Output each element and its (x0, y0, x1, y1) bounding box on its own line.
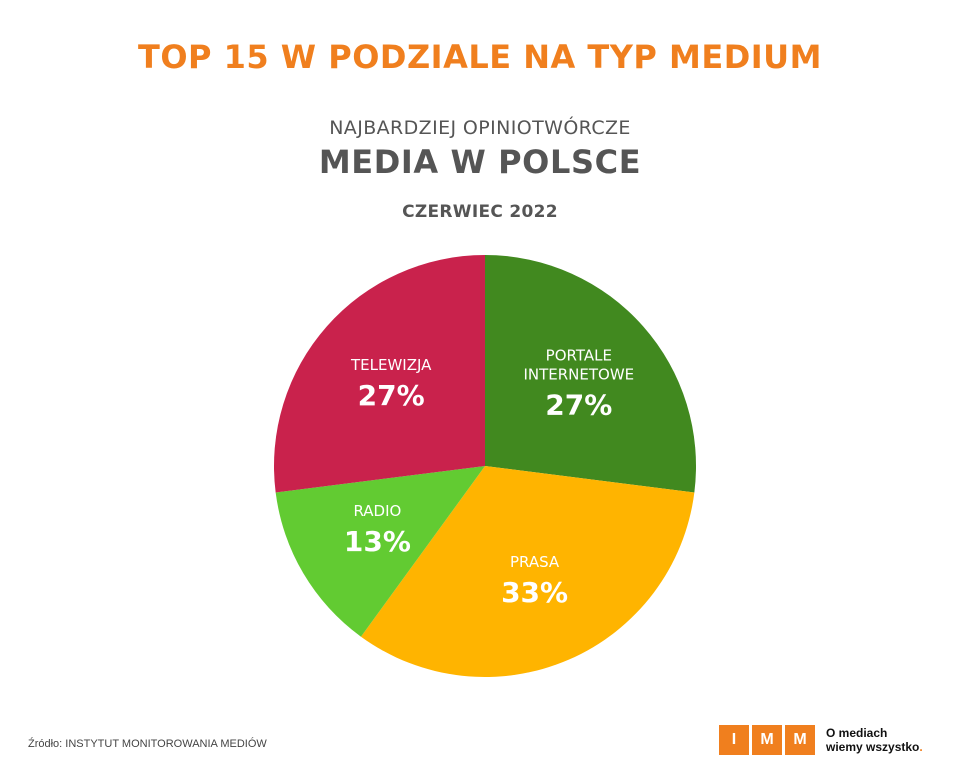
logo-letter-i: I (719, 725, 749, 755)
chart-date: CZERWIEC 2022 (402, 202, 558, 222)
logo-tagline-line1: O mediach (826, 726, 888, 740)
slice-label-portale-internetowe-line1: PORTALE (546, 346, 612, 364)
pie-slice-prasa (360, 466, 695, 677)
slice-label-prasa-line1: PRASA (510, 553, 560, 571)
logo-tagline: O mediach wiemy wszystko. (826, 726, 923, 754)
slice-label-portale-internetowe-line2: INTERNETOWE (523, 365, 634, 383)
slice-value-portale-internetowe: 27% (545, 388, 612, 421)
logo-letter-m2: M (785, 725, 815, 755)
chart-title: MEDIA W POLSCE (318, 143, 642, 181)
source-note: Źródło: INSTYTUT MONITOROWANIA MEDIÓW (28, 738, 267, 750)
pie-slice-radio (275, 466, 485, 637)
logo-letter-m1: M (752, 725, 782, 755)
logo-tagline-line2: wiemy wszystko. (826, 740, 923, 754)
pie-slice-telewizja (273, 254, 485, 493)
slice-label-telewizja-line1: TELEWIZJA (350, 356, 432, 374)
page-headline: TOP 15 W PODZIALE NA TYP MEDIUM (138, 38, 822, 76)
logo-tagline-text: wiemy wszystko (826, 740, 920, 754)
slice-value-telewizja: 27% (358, 379, 425, 412)
chart-subtitle: NAJBARDZIEJ OPINIOTWÓRCZE (329, 117, 631, 139)
slice-label-radio-line1: RADIO (353, 502, 401, 520)
slice-value-prasa: 33% (501, 576, 568, 609)
slice-value-radio: 13% (344, 525, 411, 558)
logo-tagline-dot: . (919, 740, 923, 754)
pie-slice-portale-internetowe (485, 254, 697, 493)
imm-logo: I M M O mediach wiemy wszystko. (719, 725, 923, 755)
